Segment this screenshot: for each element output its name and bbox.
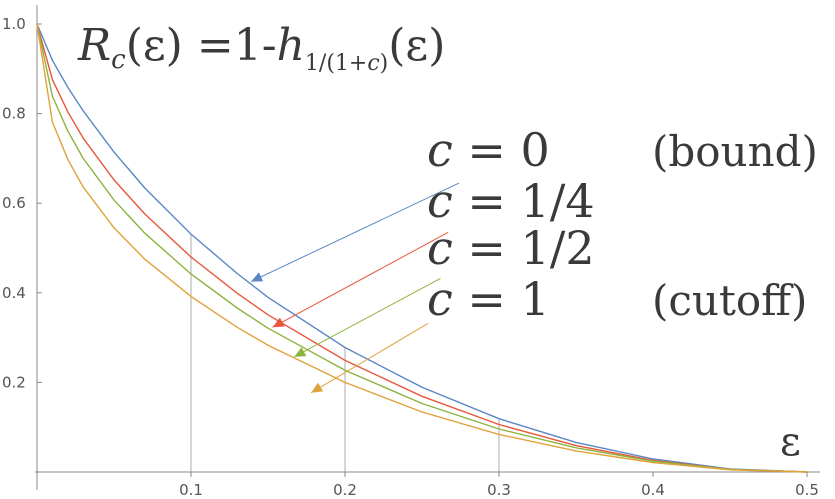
annotation-arrow-line-2 xyxy=(293,278,441,358)
title-r: R xyxy=(77,20,111,71)
series-label-c: c xyxy=(427,221,453,275)
x-tick-label: 0.4 xyxy=(641,481,665,499)
title-h-sub: 1/(1+ xyxy=(305,51,367,76)
title-h-sub-end: ) xyxy=(380,51,389,76)
series-lines xyxy=(36,23,808,473)
x-axis-label: ε xyxy=(780,419,801,465)
series-label-0: c = 0 xyxy=(427,123,550,177)
series-label-value: = 1/4 xyxy=(453,174,595,228)
series-label-c: c xyxy=(427,123,453,177)
title-h-arg: (ε) xyxy=(388,20,445,71)
series-label-1: c = 1/4 xyxy=(427,174,595,228)
series-line-0 xyxy=(36,23,808,473)
annotation-arrowhead-3 xyxy=(311,382,324,393)
annotation-arrowhead-1 xyxy=(272,317,285,328)
x-tick-label: 0.5 xyxy=(795,481,819,499)
title-h: h xyxy=(277,20,305,71)
axes xyxy=(35,5,820,490)
series-label-c: c xyxy=(427,272,453,326)
series-labels: c = 0 (bound)c = 1/4c = 1/2c = 1 (cutoff) xyxy=(427,123,818,326)
y-tick-label: 1.0 xyxy=(2,15,26,33)
series-line-1 xyxy=(36,23,808,473)
series-line-2 xyxy=(36,23,808,473)
series-note-0: (bound) xyxy=(652,127,818,176)
title-r-sub: c xyxy=(111,45,126,75)
y-tick-label: 0.6 xyxy=(2,194,26,212)
series-label-value: = 0 xyxy=(453,123,550,177)
series-label-c: c xyxy=(427,174,453,228)
series-label-2: c = 1/2 xyxy=(427,221,595,275)
y-tick-label: 0.4 xyxy=(2,284,26,302)
series-line-3 xyxy=(36,23,808,473)
annotation-arrowhead-2 xyxy=(294,347,307,357)
x-tick-label: 0.3 xyxy=(487,481,511,499)
y-tick-label: 0.8 xyxy=(2,105,26,123)
annotation-arrowhead-0 xyxy=(251,272,264,282)
chart-title: Rc(ε) =1-h1/(1+c)(ε) xyxy=(77,20,445,76)
title-h-sub-c: c xyxy=(367,51,379,76)
y-tick-label: 0.2 xyxy=(2,373,26,391)
ticks: 0.1 0.2 0.3 0.4 0.5 0.2 0.4 0.6 0.8 1.0 xyxy=(2,15,819,499)
title-arg: (ε) xyxy=(126,20,183,71)
annotation-arrows xyxy=(250,182,460,394)
title-eq: =1- xyxy=(183,20,277,71)
annotation-arrow-line-1 xyxy=(272,231,449,328)
x-tick-label: 0.1 xyxy=(179,481,203,499)
annotation-arrow-line-3 xyxy=(310,322,429,394)
x-tick-label: 0.2 xyxy=(333,481,357,499)
annotation-arrow-line-0 xyxy=(250,182,460,283)
series-note-3: (cutoff) xyxy=(652,276,807,325)
series-label-value: = 1 xyxy=(453,272,550,326)
series-label-value: = 1/2 xyxy=(453,221,595,275)
series-label-3: c = 1 xyxy=(427,272,550,326)
